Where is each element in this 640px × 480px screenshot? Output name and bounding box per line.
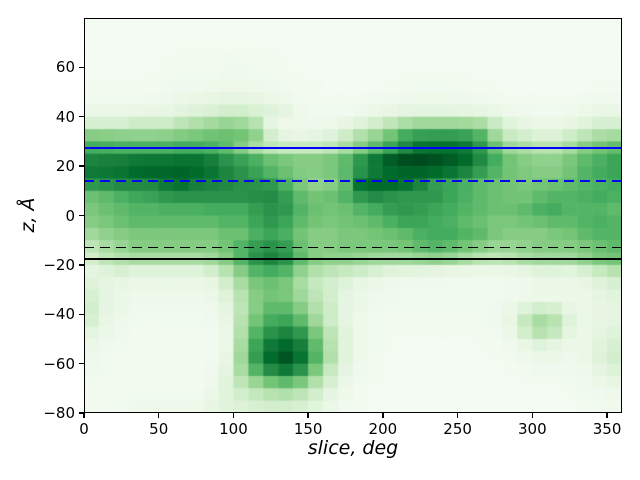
x-tick-mark (158, 413, 160, 418)
x-tick-mark (83, 413, 85, 418)
y-tick-mark (79, 165, 84, 167)
y-tick-label: 60 (55, 58, 75, 77)
x-tick-mark (307, 413, 309, 418)
x-tick-mark (456, 413, 459, 418)
x-tick-label: 250 (443, 420, 472, 438)
y-tick-label: 0 (65, 206, 75, 225)
y-tick-label: −40 (43, 305, 75, 324)
heatmap-image (84, 18, 622, 413)
x-tick-label: 150 (293, 420, 323, 438)
x-tick-label: 100 (219, 420, 248, 438)
y-tick-label: 20 (55, 157, 75, 176)
y-tick-label: 40 (55, 107, 75, 126)
y-tick-mark (79, 116, 84, 118)
x-tick-mark (531, 413, 534, 418)
y-tick-label: −80 (43, 404, 75, 422)
x-tick-mark (606, 413, 608, 418)
y-tick-label: −60 (43, 354, 75, 373)
y-axis-label: z, Å (17, 197, 39, 233)
x-tick-label: 0 (79, 420, 89, 438)
y-tick-mark (79, 214, 84, 217)
y-tick-label: −20 (43, 255, 75, 274)
x-tick-label: 350 (592, 420, 622, 438)
y-tick-mark (79, 264, 84, 266)
x-tick-label: 200 (368, 420, 398, 438)
y-tick-mark (79, 313, 84, 315)
x-tick-mark (232, 413, 235, 418)
y-tick-mark (79, 362, 84, 365)
x-tick-mark (382, 413, 384, 418)
x-tick-label: 50 (149, 420, 169, 438)
y-tick-mark (79, 412, 84, 414)
y-tick-mark (79, 66, 84, 69)
x-tick-label: 300 (518, 420, 547, 438)
x-axis-label: slice, deg (307, 437, 399, 459)
